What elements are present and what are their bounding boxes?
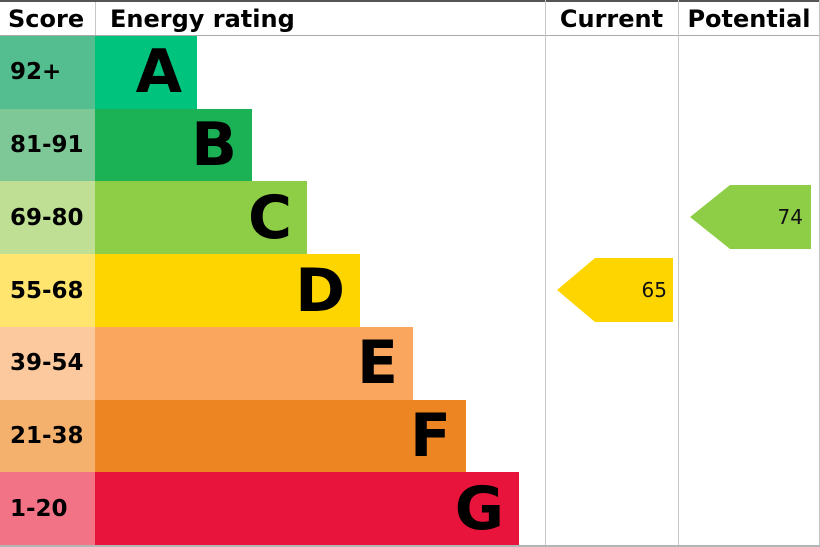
band-letter-g: G (454, 473, 504, 544)
current-rating-value: 65 (642, 278, 667, 302)
band-row-e: 39-54 E (0, 326, 820, 400)
score-range-e: 39-54 (0, 326, 95, 400)
score-range-d: 55-68 (0, 254, 95, 327)
top-border (0, 0, 820, 2)
band-letter-e: E (357, 328, 398, 399)
band-letter-a: A (135, 37, 182, 108)
band-row-c: 69-80 C (0, 181, 820, 255)
current-arrow-shape (557, 258, 673, 322)
column-header-energy-rating: Energy rating (110, 4, 295, 33)
band-row-f: 21-38 F (0, 399, 820, 473)
score-column-divider (95, 2, 96, 35)
score-range-a: 92+ (0, 36, 95, 109)
rating-bar-g: G (95, 472, 519, 546)
band-rows: 92+ A 81-91 B 69-80 C 55-68 D 39-54 (0, 36, 820, 546)
column-header-score: Score (8, 4, 85, 33)
band-row-d: 55-68 D (0, 254, 820, 327)
band-row-a: 92+ A (0, 36, 820, 109)
band-letter-c: C (247, 182, 292, 253)
current-rating-arrow: 65 (557, 258, 673, 322)
potential-rating-value: 74 (778, 205, 803, 229)
rating-bar-f: F (95, 399, 466, 473)
column-header-current: Current (559, 4, 664, 33)
band-letter-d: D (295, 255, 345, 326)
header-divider-line (0, 35, 820, 36)
header-row: Score Energy rating Current Potential (0, 2, 820, 35)
score-range-g: 1-20 (0, 472, 95, 546)
rating-bar-c: C (95, 181, 307, 255)
current-column-divider (545, 0, 546, 547)
rating-bar-d: D (95, 254, 360, 327)
band-row-b: 81-91 B (0, 108, 820, 182)
bottom-border (0, 545, 820, 547)
score-range-f: 21-38 (0, 399, 95, 473)
score-range-b: 81-91 (0, 108, 95, 182)
band-letter-b: B (191, 110, 237, 181)
score-range-c: 69-80 (0, 181, 95, 255)
potential-rating-arrow: 74 (690, 185, 811, 249)
band-letter-f: F (410, 400, 451, 471)
column-header-potential: Potential (687, 4, 811, 33)
rating-bar-b: B (95, 108, 252, 182)
potential-column-divider (678, 0, 679, 547)
rating-bar-a: A (95, 36, 197, 109)
rating-bar-e: E (95, 326, 413, 400)
band-row-g: 1-20 G (0, 472, 820, 546)
potential-arrow-shape (690, 185, 811, 249)
